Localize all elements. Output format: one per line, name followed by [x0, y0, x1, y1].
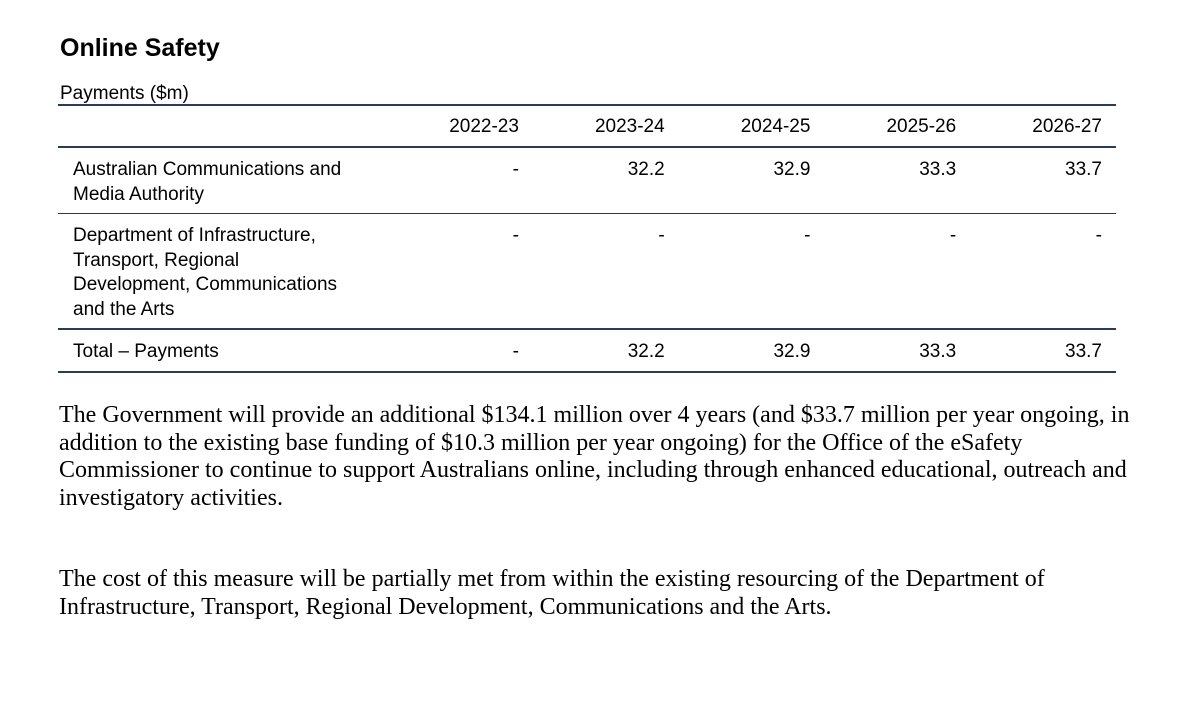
column-header: 2026-27 [1032, 116, 1102, 137]
table-cell: 33.7 [1065, 341, 1102, 362]
column-header: 2024-25 [740, 116, 811, 137]
row-label: Department of Infrastructure, Transport,… [73, 225, 338, 320]
table-cell: 32.9 [773, 159, 811, 180]
table-cell: 33.3 [919, 341, 957, 362]
row-label: Australian Communications and Media Auth… [73, 159, 342, 205]
table-cell: - [512, 159, 519, 180]
table-cell: 33.3 [919, 159, 957, 180]
column-header-blank [58, 105, 387, 147]
table-cell: 32.2 [627, 341, 665, 362]
table-cell: - [658, 225, 665, 246]
table-cell: - [512, 341, 519, 362]
table-cell: 32.9 [773, 341, 811, 362]
table-caption: Payments ($m) [60, 83, 189, 104]
row-label: Total – Payments [73, 341, 219, 362]
table-total-row: Total – Payments - 32.2 32.9 33.3 33.7 [58, 329, 1116, 372]
table-cell: - [804, 225, 811, 246]
column-header: 2022-23 [449, 116, 519, 137]
body-paragraph: The cost of this measure will be partial… [59, 566, 1045, 620]
column-header: 2025-26 [886, 116, 957, 137]
table-cell: 32.2 [627, 159, 665, 180]
table-header-row: 2022-23 2023-24 2024-25 2025-26 2026-27 [58, 105, 1116, 147]
body-paragraph: The Government will provide an additiona… [59, 402, 1130, 511]
column-header: 2023-24 [594, 116, 665, 137]
table-cell: 33.7 [1065, 159, 1102, 180]
table-cell: - [949, 225, 957, 246]
table-row: Department of Infrastructure, Transport,… [58, 214, 1116, 329]
payments-table: 2022-23 2023-24 2024-25 2025-26 2026-27 … [58, 104, 1116, 373]
table-cell: - [512, 225, 519, 246]
table-cell: - [1095, 225, 1102, 246]
section-title: Online Safety [60, 34, 220, 62]
table-row: Australian Communications and Media Auth… [58, 147, 1116, 214]
